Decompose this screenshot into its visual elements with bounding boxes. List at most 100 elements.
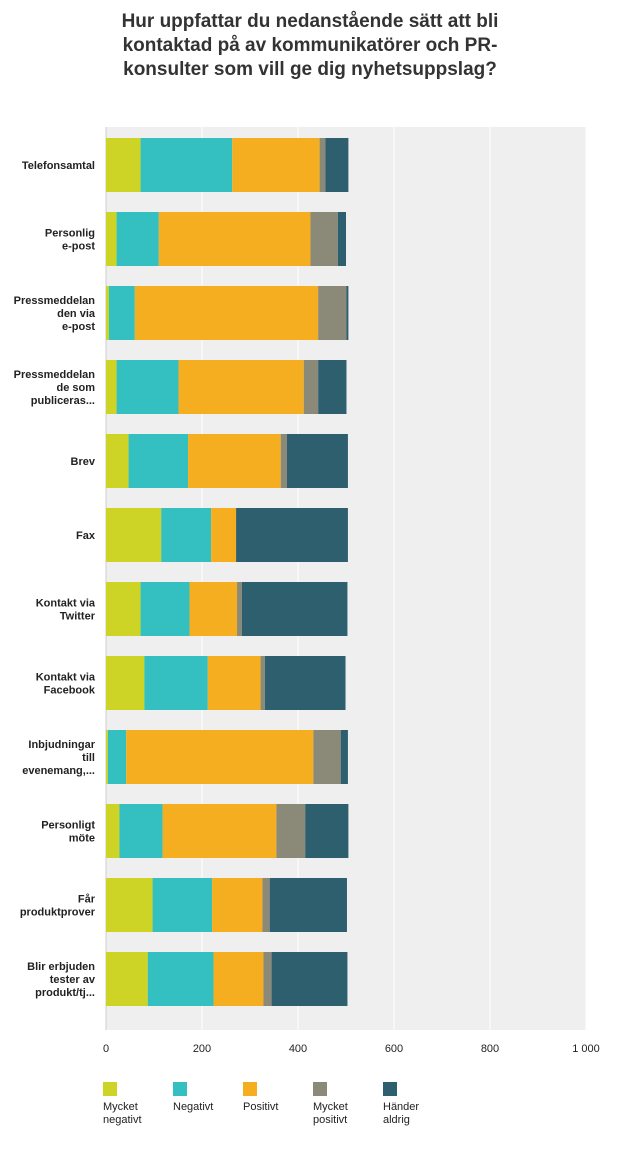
bar-segment [128, 434, 189, 488]
bar-segment [337, 212, 346, 266]
legend-swatch [383, 1082, 397, 1096]
bar-segment [237, 582, 242, 636]
x-tick-label: 200 [193, 1043, 211, 1055]
legend-swatch [243, 1082, 257, 1096]
bar-segment [212, 878, 263, 932]
bar-segment [106, 878, 153, 932]
bar-segment [269, 878, 347, 932]
bar-segment [313, 730, 341, 784]
bar-segment [106, 730, 108, 784]
bar-segment [106, 952, 148, 1006]
bar-segment [126, 730, 314, 784]
chart-title: Hur uppfattar du nedanstående sätt att b… [60, 10, 560, 82]
category-label: Kontakt via [36, 672, 96, 684]
category-label: de som [56, 382, 95, 394]
category-label: publiceras... [31, 395, 95, 407]
bar-segment [236, 508, 348, 562]
bar-segment [106, 212, 117, 266]
bar-segment [286, 434, 348, 488]
bar-segment [207, 656, 261, 710]
category-label: möte [69, 833, 95, 845]
bar-segment [213, 952, 264, 1006]
bar-segment [264, 656, 346, 710]
legend-swatch [313, 1082, 327, 1096]
bar-segment [162, 804, 277, 858]
bar-segment [280, 434, 287, 488]
bar-segment [189, 582, 238, 636]
category-label: den via [57, 308, 96, 320]
bar-segment [241, 582, 348, 636]
category-label: Fax [76, 530, 96, 542]
category-label: Twitter [60, 611, 96, 623]
category-label: till [82, 752, 95, 764]
bar-segment [106, 656, 145, 710]
category-label: produktprover [20, 907, 96, 919]
bar-segment [116, 212, 159, 266]
bar-segment [106, 286, 109, 340]
category-label: produkt/tj... [35, 987, 95, 999]
bar-segment [178, 360, 304, 414]
bar-segment [106, 804, 120, 858]
bar-segment [106, 434, 129, 488]
category-label: Kontakt via [36, 598, 96, 610]
category-label: Pressmeddelan [14, 295, 96, 307]
bar-segment [262, 878, 270, 932]
x-tick-label: 0 [103, 1043, 109, 1055]
category-label: Facebook [44, 685, 96, 697]
bar-segment [108, 286, 135, 340]
bar-segment [140, 138, 233, 192]
bar-segment [232, 138, 320, 192]
x-tick-label: 1 000 [572, 1043, 600, 1055]
legend-label: positivt [313, 1114, 347, 1126]
legend-label: Mycket [313, 1101, 348, 1113]
bar-segment [260, 656, 265, 710]
bar-segment [106, 138, 141, 192]
category-label: Personligt [41, 820, 95, 832]
bar-segment [144, 656, 208, 710]
bar-segment [140, 582, 190, 636]
bar-segment [188, 434, 281, 488]
category-label: Pressmeddelan [14, 369, 96, 381]
bar-segment [319, 138, 326, 192]
bar-segment [106, 582, 141, 636]
legend-label: Händer [383, 1101, 419, 1113]
category-label: Personlig [45, 228, 95, 240]
bar-segment [152, 878, 213, 932]
bar-segment [211, 508, 237, 562]
bar-segment [158, 212, 311, 266]
category-labels: Telefonsamtal Personlig e-post Pressmeddela… [14, 160, 96, 999]
category-label: Får [78, 894, 96, 906]
bar-segment [116, 360, 179, 414]
legend-swatch [173, 1082, 187, 1096]
category-label: Inbjudningar [28, 739, 95, 751]
x-tick-label: 600 [385, 1043, 403, 1055]
bar-segment [107, 730, 127, 784]
bar-segment [147, 952, 214, 1006]
x-tick-label: 400 [289, 1043, 307, 1055]
chart-title-line: konsulter som vill ge dig nyhetsuppslag? [123, 59, 497, 80]
bar-segment [310, 212, 338, 266]
category-label: e-post [62, 321, 95, 333]
legend-label: aldrig [383, 1114, 410, 1126]
category-label: Brev [71, 456, 96, 468]
category-label: Telefonsamtal [22, 160, 95, 172]
bar-segment [305, 804, 349, 858]
bar-segment [346, 286, 349, 340]
bars [106, 138, 349, 1006]
bar-segment [106, 508, 162, 562]
bar-segment [276, 804, 306, 858]
bar-segment [325, 138, 349, 192]
legend-label: Mycket [103, 1101, 138, 1113]
legend-label: Negativt [173, 1101, 213, 1113]
bar-segment [106, 360, 117, 414]
bar-segment [303, 360, 319, 414]
bar-segment [119, 804, 163, 858]
category-label: evenemang,... [22, 765, 95, 777]
bar-segment [161, 508, 212, 562]
x-axis-ticks: 0 200 400 600 800 1 000 [103, 1043, 600, 1055]
category-label: tester av [50, 974, 96, 986]
chart-title-line: kontaktad på av kommunikatörer och PR- [122, 35, 498, 56]
x-tick-label: 800 [481, 1043, 499, 1055]
